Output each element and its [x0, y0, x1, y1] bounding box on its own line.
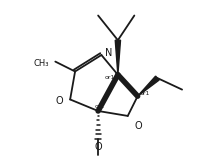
Text: O: O — [94, 142, 102, 152]
Text: CH₃: CH₃ — [33, 59, 49, 68]
Text: or1: or1 — [139, 91, 150, 96]
Text: or1: or1 — [95, 104, 105, 109]
Text: N: N — [105, 47, 112, 58]
Polygon shape — [138, 76, 159, 96]
Text: O: O — [134, 121, 142, 131]
Polygon shape — [115, 40, 121, 75]
Text: or1: or1 — [104, 75, 114, 80]
Text: O: O — [56, 96, 64, 106]
